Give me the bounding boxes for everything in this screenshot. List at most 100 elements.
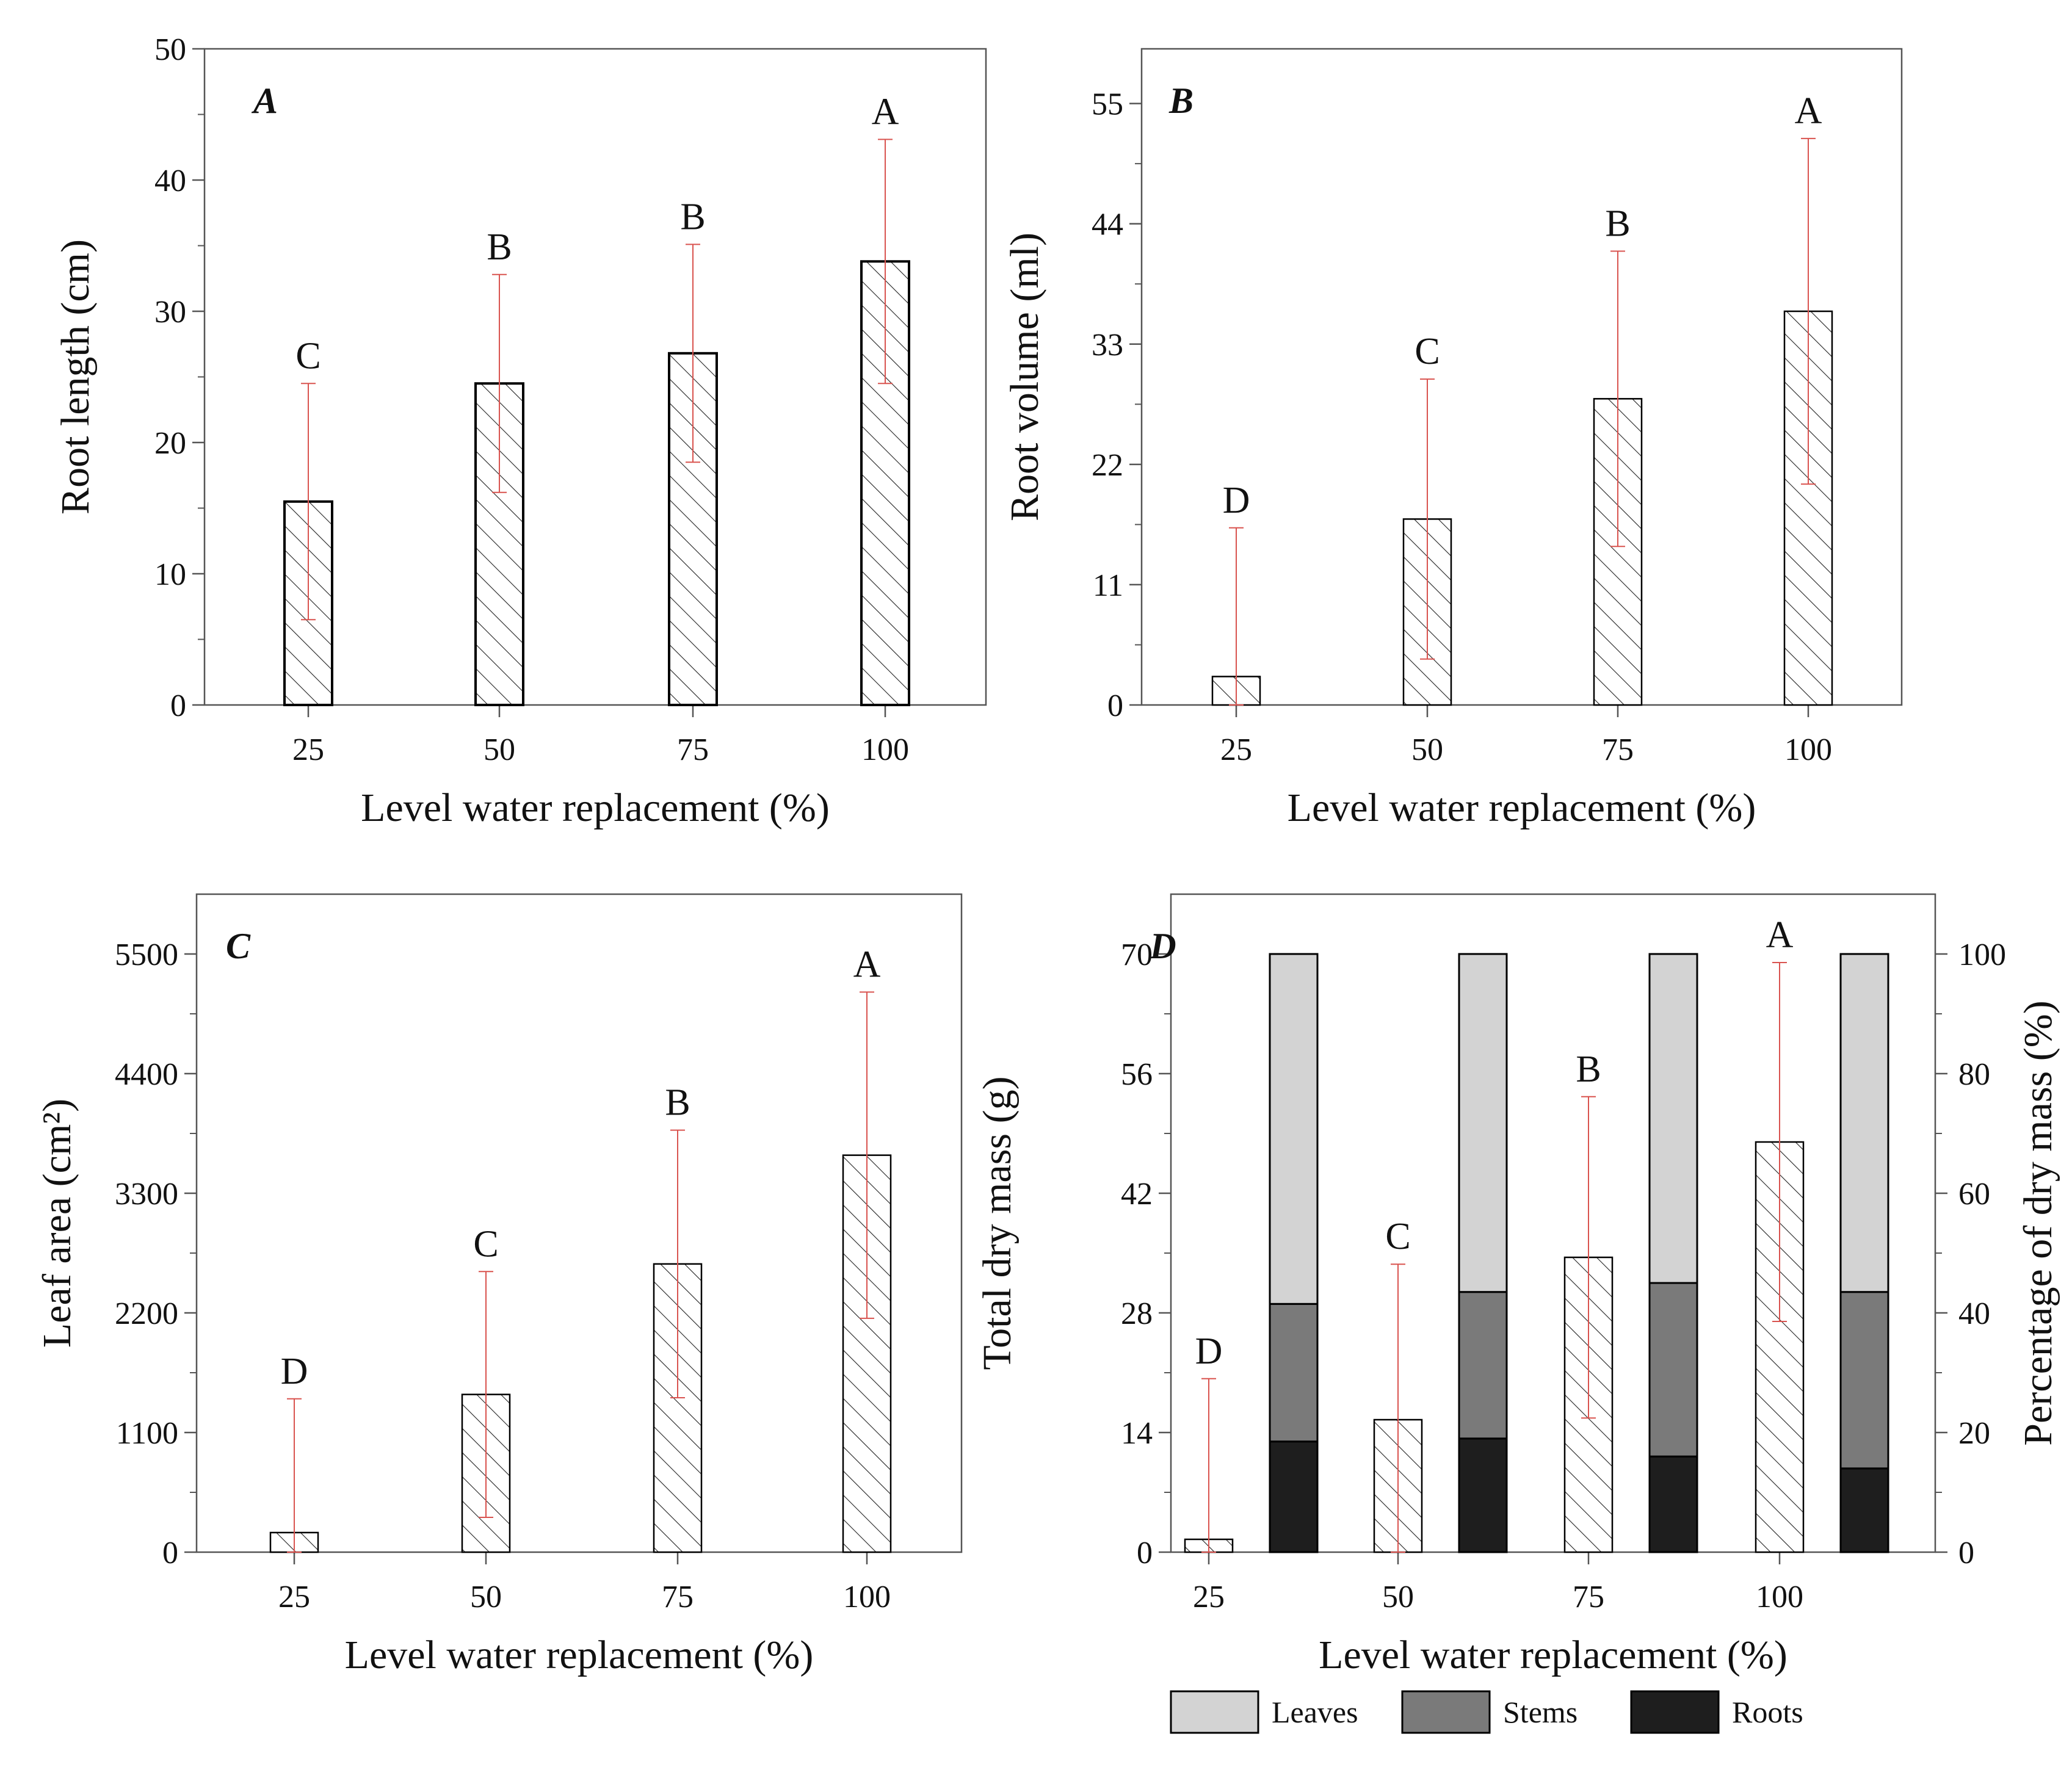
panel-a-y-axis-title: Root length (cm) bbox=[53, 239, 98, 515]
panel-d-dry-mass: 0 14 28 42 56 70 25 50 75 100 Level water replacem… bbox=[975, 893, 2060, 1677]
panel-d-y-right-tick-label: 80 bbox=[1958, 1057, 1990, 1092]
panel-a-letter: A bbox=[251, 81, 278, 121]
panel-b-plot-frame bbox=[1140, 48, 1903, 706]
panel-b-significance-letter: C bbox=[1415, 331, 1440, 372]
panel-d-x-tick-label: 75 bbox=[1573, 1580, 1604, 1614]
panel-d-stack-roots bbox=[1269, 1440, 1319, 1553]
panel-d-x-axis-title: Level water replacement (%) bbox=[1319, 1633, 1788, 1677]
panel-b-y-tick-label: 22 bbox=[1092, 448, 1123, 483]
panel-c-y-axis-title: Leaf area (cm²) bbox=[35, 1099, 79, 1348]
panel-d-y-axis-title: Total dry mass (g) bbox=[975, 1076, 1020, 1370]
panel-b-x-tick-label: 50 bbox=[1411, 732, 1443, 767]
panel-c-x-tick-label: 50 bbox=[470, 1580, 502, 1614]
panel-d-plot-frame bbox=[1170, 893, 1936, 1553]
panel-a-significance-letter: C bbox=[295, 335, 321, 377]
panel-b-y-axis-title: Root volume (ml) bbox=[1002, 233, 1047, 521]
panel-d-significance-letter: D bbox=[1195, 1331, 1223, 1372]
panel-b-y-tick-label: 33 bbox=[1092, 328, 1123, 363]
panel-d-y-right-tick-label: 40 bbox=[1958, 1296, 1990, 1331]
panel-b-y-tick-label: 55 bbox=[1092, 87, 1123, 122]
legend-swatch-leaves bbox=[1170, 1690, 1259, 1734]
panel-b-y-tick-label: 44 bbox=[1092, 208, 1123, 242]
panel-d-letter: D bbox=[1149, 926, 1176, 966]
panel-a-y-tick-label: 40 bbox=[154, 164, 186, 198]
legend-swatch-roots bbox=[1630, 1690, 1720, 1734]
panel-a-x-tick-label: 25 bbox=[292, 732, 324, 767]
panel-d-stack-leaves bbox=[1839, 953, 1889, 1293]
panel-d-stack-leaves bbox=[1648, 953, 1698, 1284]
panel-c-y-tick-label: 0 bbox=[162, 1536, 178, 1570]
panel-c-leaf-area: 0 1100 2200 3300 4400 5500 25 50 75 100 Level wate… bbox=[35, 893, 963, 1677]
panel-b-y-tick-label: 11 bbox=[1093, 568, 1123, 603]
panel-c-significance-letter: D bbox=[281, 1351, 308, 1392]
panel-c-y-tick-label: 1100 bbox=[116, 1416, 178, 1451]
panel-d-y-right-tick-label: 0 bbox=[1958, 1536, 1974, 1570]
panel-c-significance-letter: B bbox=[665, 1082, 690, 1124]
panel-a-y-tick-label: 20 bbox=[154, 426, 186, 461]
panel-a-y-tick-label: 50 bbox=[154, 32, 186, 67]
panel-a-x-tick-label: 75 bbox=[677, 732, 709, 767]
panel-d-y-tick-label: 70 bbox=[1121, 938, 1153, 972]
panel-b-significance-letter: D bbox=[1223, 480, 1250, 521]
panel-d-significance-letter: B bbox=[1576, 1049, 1601, 1090]
panel-a-x-tick-label: 50 bbox=[484, 732, 515, 767]
panel-d-x-tick-label: 50 bbox=[1382, 1580, 1414, 1614]
panel-d-y-right-tick-label: 20 bbox=[1958, 1416, 1990, 1451]
panel-d-y-tick-label: 0 bbox=[1137, 1536, 1153, 1570]
panel-d-x-tick-label: 100 bbox=[1756, 1580, 1803, 1614]
panel-b-x-tick-label: 25 bbox=[1220, 732, 1252, 767]
panel-d-stack-stems bbox=[1648, 1282, 1698, 1458]
legend-label-roots: Roots bbox=[1732, 1695, 1803, 1729]
panel-c-y-tick-label: 3300 bbox=[115, 1177, 178, 1212]
panel-d-y-tick-label: 56 bbox=[1121, 1057, 1153, 1092]
panel-c-x-tick-label: 75 bbox=[662, 1580, 694, 1614]
panel-b-y-tick-label: 0 bbox=[1107, 688, 1123, 723]
panel-d-y-right-tick-label: 60 bbox=[1958, 1177, 1990, 1212]
panel-c-letter: C bbox=[226, 926, 251, 966]
panel-d-stack-roots bbox=[1839, 1467, 1889, 1553]
panel-b-letter: B bbox=[1168, 81, 1194, 121]
panel-c-x-axis-title: Level water replacement (%) bbox=[345, 1633, 814, 1677]
panel-b-significance-letter: B bbox=[1605, 203, 1630, 244]
panel-c-y-tick-label: 5500 bbox=[115, 938, 178, 972]
panel-d-stack-roots bbox=[1648, 1455, 1698, 1553]
panel-a-significance-letter: B bbox=[487, 226, 512, 268]
panel-a-significance-letter: A bbox=[872, 91, 899, 132]
panel-d-y-right-tick-label: 100 bbox=[1958, 938, 2006, 972]
panel-a-y-tick-label: 0 bbox=[170, 688, 186, 723]
legend-label-stems: Stems bbox=[1503, 1695, 1578, 1729]
panel-d-y-tick-label: 42 bbox=[1121, 1177, 1153, 1212]
panel-d-significance-letter: C bbox=[1385, 1216, 1410, 1257]
panel-d-x-tick-label: 25 bbox=[1193, 1580, 1225, 1614]
legend-label-leaves: Leaves bbox=[1272, 1695, 1358, 1729]
panel-d-stack-leaves bbox=[1458, 953, 1508, 1293]
panel-c-x-tick-label: 25 bbox=[278, 1580, 310, 1614]
panel-b-x-tick-label: 75 bbox=[1602, 732, 1634, 767]
panel-d-y-right-axis-title: Percentage of dry mass (%) bbox=[2016, 1000, 2060, 1445]
panel-c-significance-letter: C bbox=[473, 1223, 498, 1265]
panel-d-y-tick-label: 28 bbox=[1121, 1296, 1153, 1331]
panel-b-root-volume: 0 11 22 33 44 55 25 50 75 100 Level water replacem… bbox=[1002, 48, 1903, 830]
panel-d-stack-roots bbox=[1458, 1437, 1508, 1553]
panel-d-stack-leaves bbox=[1269, 953, 1319, 1305]
panel-c-significance-letter: A bbox=[853, 944, 881, 985]
panel-d-stack-stems bbox=[1269, 1303, 1319, 1443]
panel-a-y-tick-label: 30 bbox=[154, 295, 186, 330]
panel-d-y-tick-label: 14 bbox=[1121, 1416, 1153, 1451]
legend-swatch-stems bbox=[1401, 1690, 1491, 1734]
panel-c-plot-frame bbox=[195, 893, 963, 1553]
panel-d-stack-stems bbox=[1458, 1291, 1508, 1440]
panel-b-x-tick-label: 100 bbox=[1784, 732, 1832, 767]
panel-a-y-tick-label: 10 bbox=[154, 557, 186, 592]
panel-a-x-axis-title: Level water replacement (%) bbox=[361, 786, 830, 830]
panel-c-x-tick-label: 100 bbox=[843, 1580, 891, 1614]
panel-a-significance-letter: B bbox=[680, 196, 705, 237]
panel-d-significance-letter: A bbox=[1766, 914, 1794, 956]
panel-d-stack-stems bbox=[1839, 1291, 1889, 1470]
panel-b-x-axis-title: Level water replacement (%) bbox=[1288, 786, 1756, 830]
legend: Leaves Stems Roots bbox=[1170, 1690, 1803, 1734]
panel-a-x-tick-label: 100 bbox=[861, 732, 909, 767]
panel-b-significance-letter: A bbox=[1795, 90, 1822, 132]
panel-a-root-length: 0 10 20 30 40 50 25 50 75 100 Level water replacem… bbox=[53, 32, 987, 830]
